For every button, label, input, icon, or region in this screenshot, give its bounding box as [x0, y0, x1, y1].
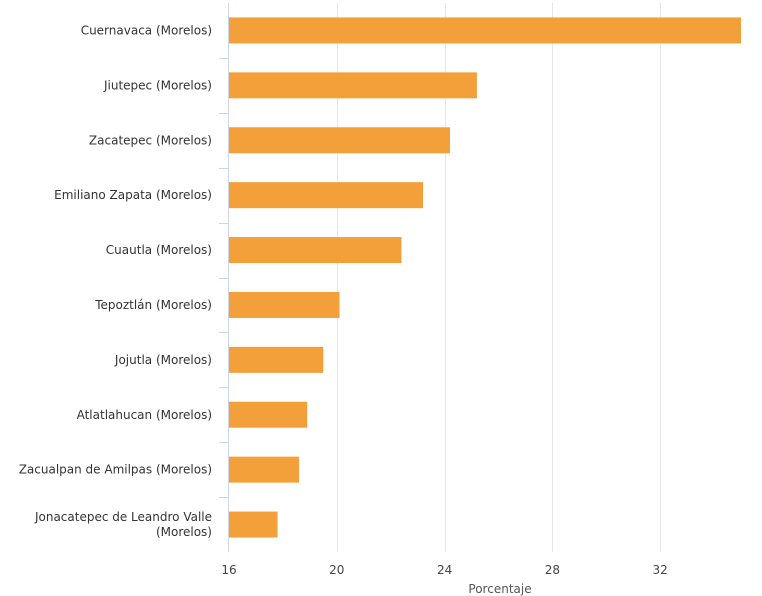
category-label: Atlatlahucan (Morelos)	[77, 408, 212, 422]
x-tick-label: 16	[221, 563, 236, 577]
bar[interactable]	[229, 346, 324, 373]
x-axis-title: Porcentaje	[468, 582, 531, 596]
category-label: Jonacatepec de Leandro Valle (Morelos)	[34, 510, 212, 539]
category-labels: Cuernavaca (Morelos) Jiutepec (Morelos) Za…	[19, 23, 212, 539]
x-axis-ticks: 16202428323	[221, 563, 668, 577]
category-label: Cuernavaca (Morelos)	[81, 23, 212, 37]
category-label: Cuautla (Morelos)	[106, 243, 212, 257]
x-tick-label: 28	[545, 563, 560, 577]
bar[interactable]	[229, 182, 424, 209]
bar[interactable]	[229, 237, 402, 264]
category-label: Zacatepec (Morelos)	[89, 133, 212, 147]
axes	[219, 3, 229, 552]
x-tick-label: 32	[653, 563, 668, 577]
category-label: Tepoztlán (Morelos)	[94, 298, 212, 312]
bars	[229, 17, 741, 538]
x-tick-label: 20	[329, 563, 344, 577]
category-label: Zacualpan de Amilpas (Morelos)	[19, 463, 212, 477]
bar[interactable]	[229, 291, 340, 318]
category-label: Emiliano Zapata (Morelos)	[54, 188, 212, 202]
bar[interactable]	[229, 511, 278, 538]
x-tick-label: 24	[437, 563, 452, 577]
category-label: Jojutla (Morelos)	[114, 353, 212, 367]
bar[interactable]	[229, 127, 450, 154]
bar[interactable]	[229, 456, 300, 483]
bar[interactable]	[229, 17, 741, 44]
bar[interactable]	[229, 72, 477, 99]
bar[interactable]	[229, 401, 308, 428]
category-label: Jiutepec (Morelos)	[103, 78, 212, 92]
